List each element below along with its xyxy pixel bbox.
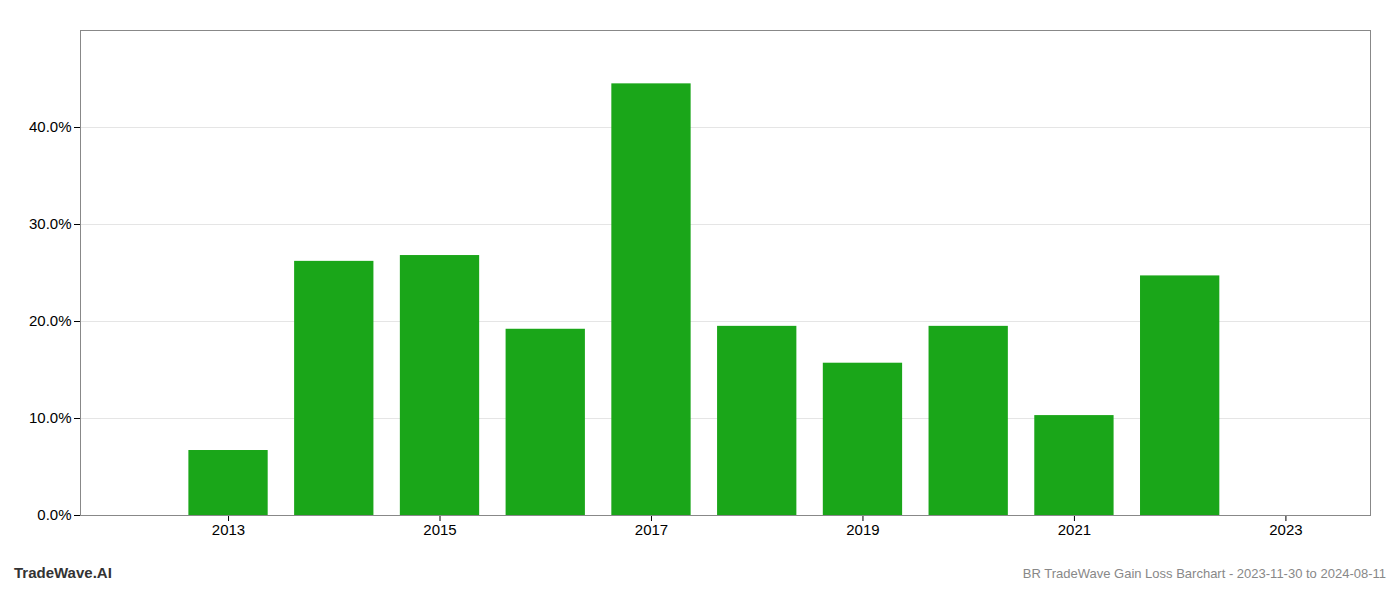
- svg-text:2013: 2013: [212, 521, 245, 538]
- svg-text:30.0%: 30.0%: [29, 215, 72, 232]
- svg-text:2019: 2019: [846, 521, 879, 538]
- html-text:BR TradeWave Gain Loss Barchar: BR TradeWave Gain Loss Barchart - 2023-1…: [1022, 566, 1386, 581]
- html-text:TradeWave.AI: TradeWave.AI: [14, 564, 112, 581]
- svg-text:40.0%: 40.0%: [29, 118, 72, 135]
- svg-text:2021: 2021: [1058, 521, 1091, 538]
- svg-text:10.0%: 10.0%: [29, 409, 72, 426]
- svg-text:2023: 2023: [1269, 521, 1302, 538]
- svg-text:20.0%: 20.0%: [29, 312, 72, 329]
- svg-text:2017: 2017: [635, 521, 668, 538]
- svg-text:0.0%: 0.0%: [37, 506, 71, 523]
- svg-text:2015: 2015: [423, 521, 456, 538]
